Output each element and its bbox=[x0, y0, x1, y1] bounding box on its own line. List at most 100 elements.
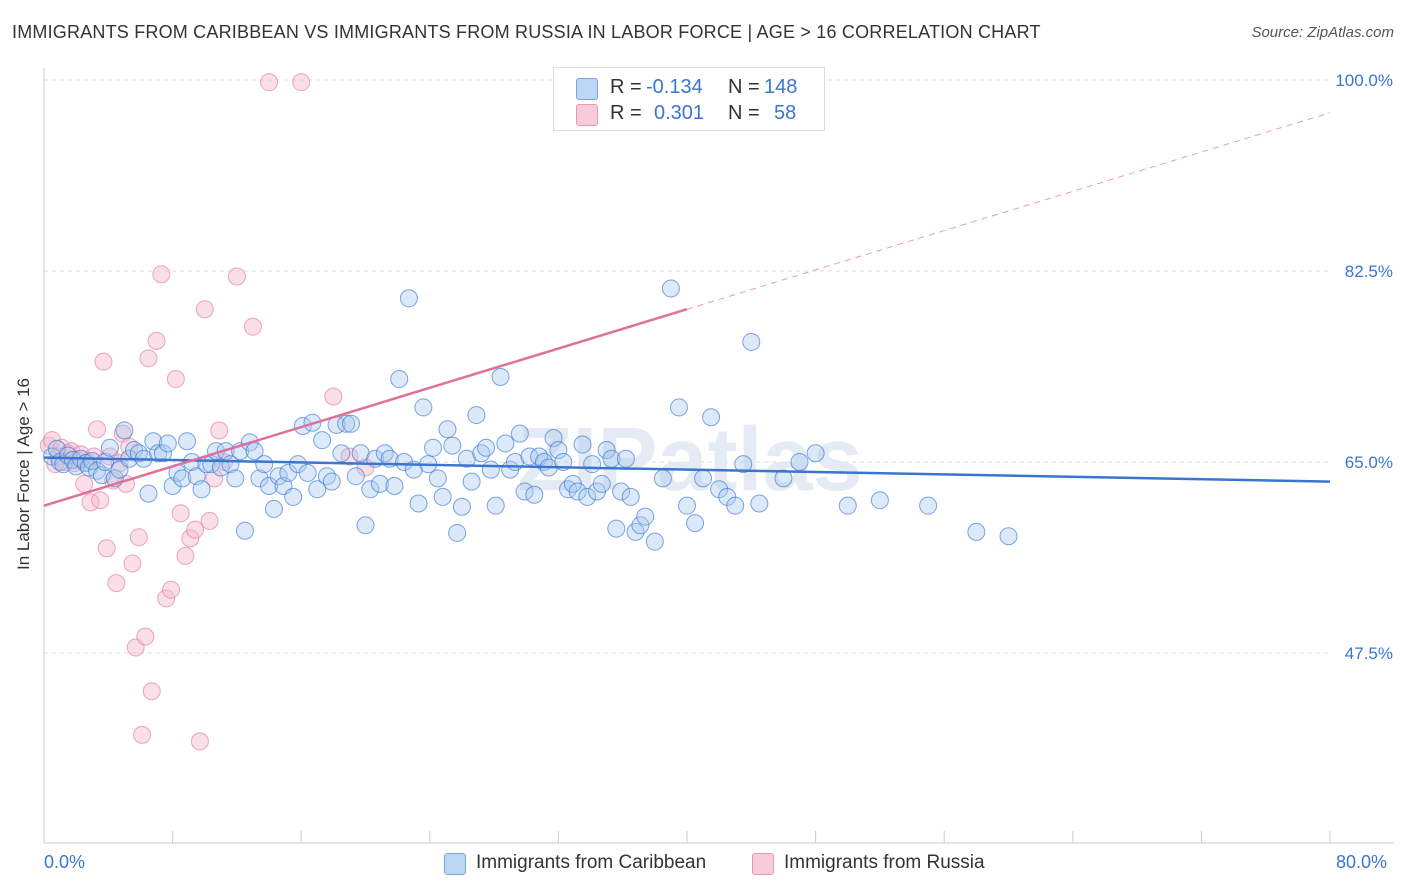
russia-point bbox=[129, 528, 148, 547]
caribbean-point bbox=[448, 523, 467, 542]
russia-point bbox=[94, 352, 113, 371]
caribbean-point bbox=[496, 434, 515, 453]
caribbean-point bbox=[260, 477, 279, 496]
caribbean-point bbox=[115, 421, 134, 440]
legend-n-value-caribbean: 148 bbox=[764, 76, 798, 98]
caribbean-point bbox=[486, 496, 505, 515]
y-tick-label: 82.5% bbox=[1345, 262, 1393, 281]
bottom-legend-label-russia: Immigrants from Russia bbox=[784, 852, 985, 873]
caribbean-point bbox=[742, 332, 761, 351]
russia-point bbox=[166, 370, 185, 389]
caribbean-point bbox=[734, 455, 753, 474]
caribbean-point bbox=[702, 408, 721, 427]
bottom-legend-label-caribbean: Immigrants from Caribbean bbox=[476, 852, 707, 873]
caribbean-point bbox=[607, 519, 626, 538]
caribbean-point bbox=[870, 491, 889, 510]
russia-point bbox=[123, 554, 142, 573]
caribbean-point bbox=[178, 432, 197, 451]
caribbean-point bbox=[399, 289, 418, 308]
caribbean-point bbox=[790, 453, 809, 471]
russia-point bbox=[190, 732, 209, 751]
caribbean-point bbox=[686, 514, 705, 533]
caribbean-point bbox=[477, 438, 496, 457]
caribbean-point bbox=[250, 469, 269, 488]
caribbean-point bbox=[806, 444, 825, 463]
chart-title: IMMIGRANTS FROM CARIBBEAN VS IMMIGRANTS … bbox=[12, 22, 1041, 42]
y-tick-label: 100.0% bbox=[1335, 71, 1393, 90]
russia-point bbox=[200, 511, 219, 530]
caribbean-point bbox=[149, 444, 168, 463]
caribbean-point bbox=[443, 436, 462, 455]
russia-point bbox=[205, 469, 224, 488]
caribbean-point bbox=[414, 398, 433, 417]
russia-point bbox=[243, 317, 262, 336]
caribbean-point bbox=[375, 444, 394, 463]
y-tick-labels: 47.5% 65.0% 82.5% 100.0% bbox=[1335, 71, 1393, 663]
russia-point bbox=[186, 520, 205, 539]
russia-trend-line bbox=[43, 308, 688, 507]
caribbean-point bbox=[424, 438, 443, 457]
caribbean-point bbox=[525, 485, 544, 504]
caribbean-point bbox=[568, 482, 587, 501]
caribbean-point bbox=[694, 469, 713, 488]
caribbean-point bbox=[919, 496, 938, 515]
caribbean-point bbox=[472, 444, 491, 463]
russia-point bbox=[195, 300, 214, 319]
caribbean-point bbox=[153, 444, 172, 463]
caribbean-point bbox=[428, 469, 447, 488]
caribbean-point bbox=[211, 458, 230, 477]
caribbean-point bbox=[774, 469, 793, 488]
caribbean-point bbox=[361, 480, 380, 499]
caribbean-point bbox=[544, 428, 563, 447]
russia-point bbox=[210, 421, 229, 440]
caribbean-point bbox=[356, 516, 375, 535]
russia-point bbox=[142, 682, 161, 701]
caribbean-point bbox=[322, 472, 341, 491]
caribbean-point bbox=[467, 406, 486, 425]
russia-point bbox=[113, 424, 132, 443]
caribbean-point bbox=[653, 469, 672, 488]
caribbean-point bbox=[370, 474, 389, 493]
caribbean-point bbox=[631, 516, 650, 535]
russia-point bbox=[136, 627, 155, 646]
caribbean-point bbox=[645, 532, 664, 551]
legend-n-label: N = bbox=[728, 102, 760, 124]
legend-n-value-russia: 58 bbox=[774, 102, 797, 124]
russia-point bbox=[152, 265, 171, 284]
russia-point bbox=[227, 267, 246, 286]
russia-point bbox=[133, 725, 152, 744]
caribbean-point bbox=[597, 440, 616, 459]
caribbean-point bbox=[999, 527, 1018, 546]
caribbean-point bbox=[395, 453, 414, 471]
caribbean-point bbox=[264, 499, 283, 518]
caribbean-point bbox=[621, 487, 640, 506]
russia-point bbox=[91, 491, 110, 510]
caribbean-point bbox=[235, 521, 254, 540]
caribbean-point bbox=[337, 414, 356, 433]
caribbean-point bbox=[583, 455, 602, 474]
caribbean-point bbox=[515, 482, 534, 501]
caribbean-point bbox=[385, 477, 404, 496]
caribbean-point bbox=[308, 480, 327, 499]
caribbean-point bbox=[669, 398, 688, 417]
bottom-legend-swatch-russia bbox=[752, 853, 774, 875]
russia-point bbox=[260, 73, 279, 92]
caribbean-point bbox=[158, 434, 177, 453]
russia-point bbox=[43, 431, 62, 450]
caribbean-trend-line bbox=[43, 456, 1331, 483]
caribbean-point bbox=[510, 424, 529, 443]
caribbean-point bbox=[573, 435, 592, 454]
stats-legend: R = -0.134 N = 148 R = 0.301 N = 58 bbox=[553, 67, 825, 131]
x-tick-max: 80.0% bbox=[1336, 852, 1388, 872]
caribbean-point bbox=[342, 414, 361, 433]
caribbean-point bbox=[678, 496, 696, 515]
caribbean-point bbox=[616, 449, 635, 468]
grid-lines bbox=[44, 79, 1330, 654]
legend-r-value-caribbean: -0.134 bbox=[646, 76, 703, 98]
russia-point bbox=[88, 420, 107, 439]
caribbean-point bbox=[83, 451, 102, 470]
y-tick-label: 47.5% bbox=[1345, 644, 1393, 663]
caribbean-point bbox=[612, 482, 631, 501]
russia-trend-extension bbox=[686, 112, 1331, 310]
caribbean-point bbox=[129, 444, 148, 463]
